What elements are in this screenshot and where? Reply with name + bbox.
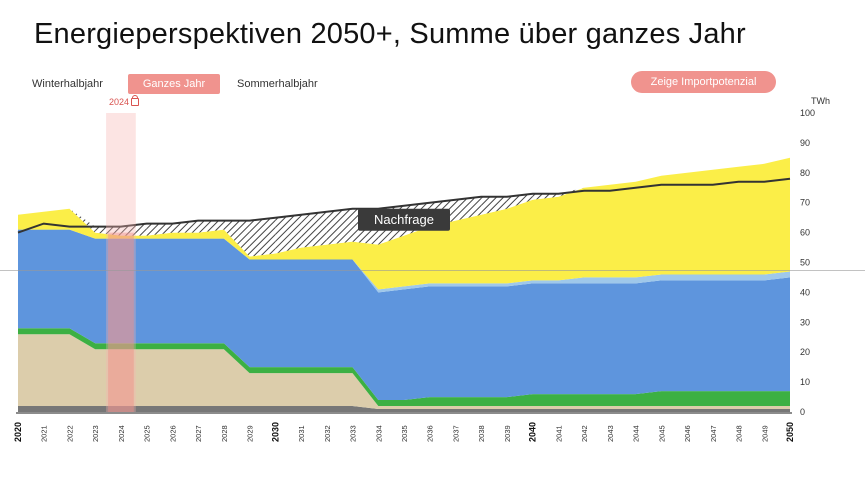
- x-tick-label: 2040: [528, 422, 538, 442]
- demand-line: [17, 177, 791, 234]
- x-tick-label: 2043: [606, 425, 615, 442]
- x-tick-label: 2035: [400, 425, 409, 442]
- demand-gap-hatch: [532, 193, 559, 200]
- highlight-year-bar: [108, 232, 134, 412]
- x-tick-label: 2048: [735, 425, 744, 442]
- demand-gap-hatch: [481, 196, 507, 215]
- x-tick-label: 2029: [246, 425, 255, 442]
- y-tick-label: 20: [800, 347, 810, 357]
- y-unit-label: TWh: [811, 96, 830, 106]
- x-axis: 2020 2021 2022 2023 2024 2025 2026 2027 2028 2029…: [13, 412, 795, 442]
- x-tick-label: 2039: [503, 425, 512, 442]
- x-tick-label: 2022: [66, 425, 75, 442]
- demand-gap-hatch: [223, 220, 250, 257]
- y-tick-label: 80: [800, 168, 810, 178]
- y-tick-label: 40: [800, 287, 810, 297]
- show-import-potential-button[interactable]: Zeige Importpotenzial: [631, 71, 776, 93]
- x-tick-label: 2026: [168, 425, 177, 442]
- x-tick-label: 2030: [270, 422, 280, 442]
- x-tick-label: 2038: [477, 425, 486, 442]
- highlight-year-band: [106, 113, 136, 412]
- x-tick-label: 2023: [91, 425, 100, 442]
- page-title: Energieperspektiven 2050+, Summe über ga…: [34, 18, 746, 50]
- demand-gap-hatch: [95, 226, 121, 236]
- year-marker-label: 2024: [109, 97, 130, 107]
- demand-gap-hatch: [326, 208, 353, 245]
- y-tick-label: 70: [800, 198, 810, 208]
- x-tick-label: 2034: [374, 425, 383, 442]
- x-tick-label: 2047: [709, 425, 718, 442]
- x-tick-label: 2024: [117, 425, 126, 442]
- x-tick-label: 2050: [785, 422, 795, 442]
- demand-gap-hatch: [506, 193, 533, 209]
- y-axis: 0 10 20 30 40 50 60 70 80 90 100 TWh: [800, 96, 830, 417]
- demand-label-group: Nachfrage: [358, 208, 450, 231]
- demand-label-badge: [358, 208, 450, 231]
- x-tick-label: 2025: [143, 425, 152, 442]
- area-hydro: [18, 229, 790, 400]
- y-tick-label: 0: [800, 407, 805, 417]
- x-tick-label: 2027: [194, 425, 203, 442]
- demand-gap-hatch: [198, 220, 224, 233]
- x-tick-label: 2037: [452, 425, 461, 442]
- y-tick-label: 10: [800, 377, 810, 387]
- area-bio: [18, 328, 790, 406]
- demand-gap-hatch: [249, 217, 276, 257]
- x-tick-label: 2033: [349, 425, 358, 442]
- demand-gap-hatch: [275, 214, 302, 254]
- y-tick-label: 100: [800, 108, 815, 118]
- tab-winterhalbjahr[interactable]: Winterhalbjahr: [32, 78, 103, 90]
- y-tick-label: 30: [800, 317, 810, 327]
- demand-gap-hatch: [455, 196, 482, 221]
- x-tick-label: 2032: [323, 425, 332, 442]
- demand-gap-hatch: [301, 211, 327, 248]
- demand-label: Nachfrage: [374, 212, 434, 227]
- y-tick-label: 60: [800, 228, 810, 238]
- lock-icon: [131, 95, 140, 106]
- x-tick-label: 2042: [580, 425, 589, 442]
- y-tick-label: 50: [800, 258, 810, 268]
- x-tick-label: 2046: [683, 425, 692, 442]
- x-tick-label: 2049: [760, 425, 769, 442]
- demand-gap-hatch: [146, 223, 173, 236]
- x-tick-label: 2036: [426, 425, 435, 442]
- y-tick-label: 90: [800, 138, 810, 148]
- x-tick-label: 2020: [13, 422, 23, 442]
- x-tick-label: 2045: [657, 425, 666, 442]
- current-year-marker[interactable]: 2024: [109, 95, 140, 107]
- x-tick-label: 2044: [632, 425, 641, 442]
- tab-ganzes-jahr[interactable]: Ganzes Jahr: [128, 74, 220, 94]
- x-tick-label: 2028: [220, 425, 229, 442]
- tab-sommerhalbjahr[interactable]: Sommerhalbjahr: [237, 78, 318, 90]
- x-tick-label: 2031: [297, 425, 306, 442]
- area-nuclear: [18, 334, 790, 409]
- x-tick-label: 2041: [554, 425, 563, 442]
- x-tick-label: 2021: [40, 425, 49, 442]
- year-highlight: [106, 113, 136, 412]
- scan-artifact-line: [0, 270, 865, 271]
